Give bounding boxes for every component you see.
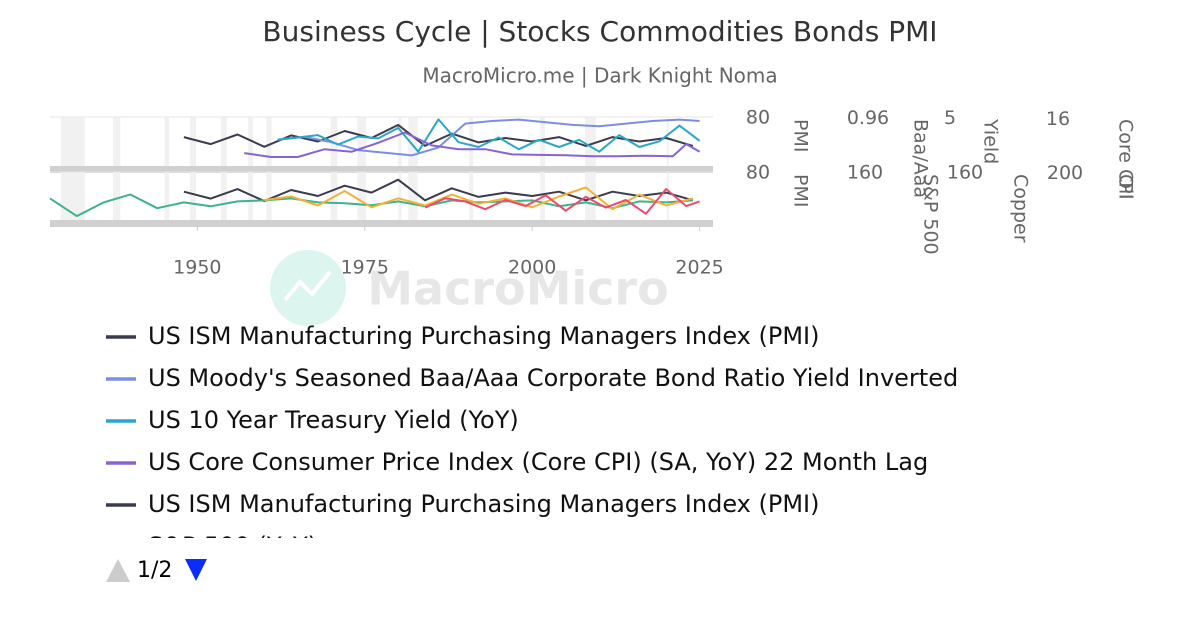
recession-band bbox=[408, 117, 418, 166]
recession-band bbox=[469, 117, 474, 166]
recession-band bbox=[666, 117, 669, 166]
legend-page: 1/2 bbox=[137, 558, 172, 583]
recession-band bbox=[585, 172, 596, 220]
recession-band bbox=[357, 172, 367, 220]
y-axis-label: S&P 500 bbox=[920, 174, 942, 255]
legend-label: US Core Consumer Price Index (Core CPI) … bbox=[148, 448, 928, 476]
y-axis-label: Baa/Aaa bbox=[910, 119, 932, 198]
recession-band bbox=[266, 117, 272, 166]
legend-prev[interactable] bbox=[106, 559, 130, 582]
recession-band bbox=[60, 172, 85, 220]
x-tick-label: 2000 bbox=[508, 257, 556, 279]
recession-band bbox=[408, 172, 418, 220]
legend-label: S&P 500 (YoY) bbox=[148, 532, 317, 560]
recession-band bbox=[112, 172, 121, 220]
recession-band bbox=[398, 172, 402, 220]
x-tick-label: 2025 bbox=[675, 257, 723, 279]
recession-band bbox=[220, 172, 227, 220]
y-axis-label: Yield bbox=[980, 118, 1002, 164]
y-axis-label: Core CPI bbox=[1115, 119, 1137, 199]
recession-band bbox=[60, 117, 85, 166]
y-axis-label: PMI bbox=[790, 174, 812, 207]
y-tick-label: 80 bbox=[746, 106, 770, 128]
x-tick-label: 1975 bbox=[341, 257, 389, 279]
series-line bbox=[277, 118, 701, 153]
watermark: MacroMicro bbox=[270, 250, 669, 326]
series-line bbox=[49, 193, 693, 218]
recession-band bbox=[189, 172, 196, 220]
series-line bbox=[264, 186, 694, 211]
chart-subtitle: MacroMicro.me | Dark Knight Noma bbox=[422, 64, 777, 88]
legend-label: US 10 Year Treasury Yield (YoY) bbox=[148, 406, 519, 434]
series-line bbox=[424, 188, 700, 215]
y-tick-label: 16 bbox=[1046, 108, 1070, 130]
legend-label: US ISM Manufacturing Purchasing Managers… bbox=[148, 490, 819, 518]
series-line bbox=[183, 178, 694, 203]
series-line bbox=[244, 131, 701, 158]
y-tick-label: 0.96 bbox=[847, 107, 889, 129]
panel-base bbox=[50, 220, 713, 227]
y-axis-label: PMI bbox=[790, 119, 812, 152]
recession-band bbox=[266, 172, 272, 220]
recession-band bbox=[189, 117, 196, 166]
y-tick-label: 160 bbox=[947, 161, 983, 183]
panel-base bbox=[50, 166, 713, 173]
recession-band bbox=[220, 117, 227, 166]
recession-band bbox=[666, 172, 669, 220]
recession-band bbox=[164, 117, 170, 166]
recession-band bbox=[585, 117, 596, 166]
legend-label: US ISM Manufacturing Purchasing Managers… bbox=[148, 322, 819, 350]
chart-title: Business Cycle | Stocks Commodities Bond… bbox=[262, 15, 937, 48]
x-tick-label: 1950 bbox=[173, 257, 221, 279]
legend-next[interactable] bbox=[185, 559, 207, 581]
watermark-text: MacroMicro bbox=[367, 262, 668, 316]
series-line bbox=[277, 118, 700, 157]
recession-band bbox=[330, 117, 338, 166]
y-tick-label: 200 bbox=[1047, 162, 1083, 184]
recession-band bbox=[357, 117, 367, 166]
y-tick-label: 5 bbox=[944, 107, 956, 129]
y-tick-label: 80 bbox=[746, 161, 770, 183]
recession-band bbox=[469, 172, 474, 220]
y-tick-label: 160 bbox=[847, 161, 883, 183]
recession-band bbox=[398, 117, 402, 166]
recession-band bbox=[112, 117, 121, 166]
y-axis-label: Oil bbox=[1115, 174, 1137, 200]
recession-band bbox=[164, 172, 170, 220]
y-axis-label: Copper bbox=[1010, 174, 1032, 243]
series-line bbox=[183, 123, 694, 148]
legend-label: US Moody's Seasoned Baa/Aaa Corporate Bo… bbox=[148, 364, 958, 392]
